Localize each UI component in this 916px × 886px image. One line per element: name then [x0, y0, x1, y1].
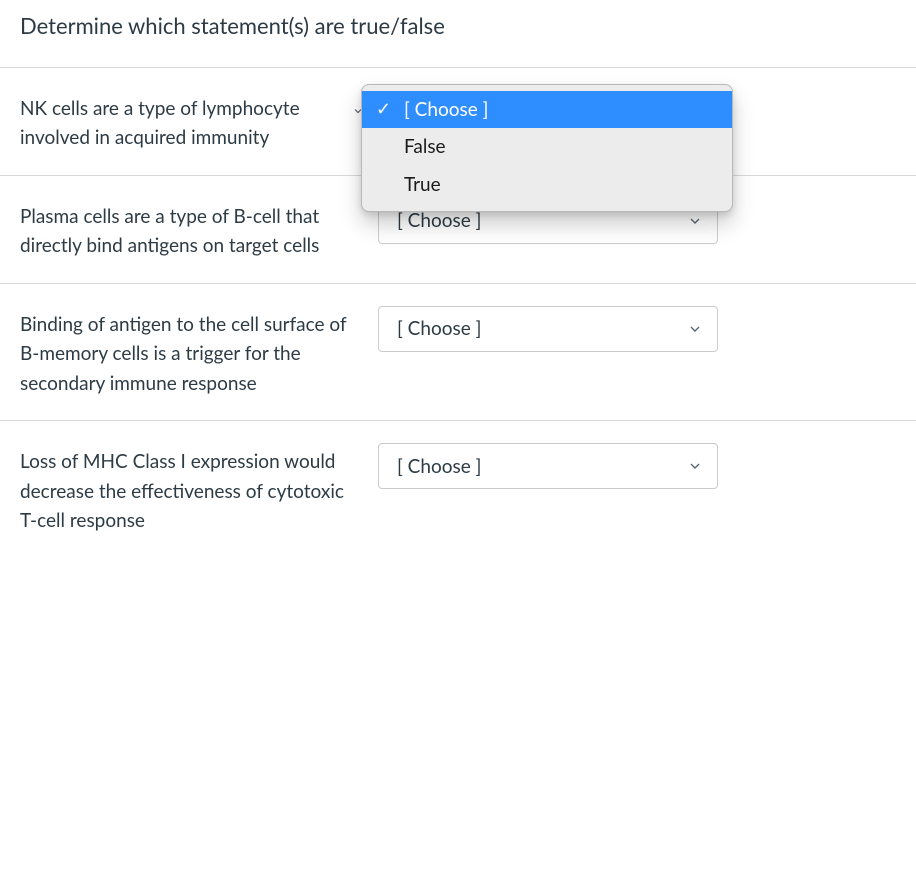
chevron-down-icon — [687, 213, 703, 229]
answer-select[interactable]: [ Choose ] — [378, 306, 718, 352]
dropdown-option-false[interactable]: False — [362, 128, 732, 165]
statement-text: NK cells are a type of lymphocyte involv… — [20, 90, 360, 153]
select-wrap: [ Choose ] — [378, 443, 718, 489]
statement-text: Binding of antigen to the cell surface o… — [20, 306, 360, 398]
question-row: NK cells are a type of lymphocyte involv… — [0, 68, 916, 175]
chevron-down-icon — [687, 458, 703, 474]
select-value: [ Choose ] — [397, 209, 481, 232]
dropdown-menu: [ Choose ] False True — [361, 84, 733, 212]
statement-text: Plasma cells are a type of B-cell that d… — [20, 198, 360, 261]
select-value: [ Choose ] — [397, 317, 481, 340]
answer-select[interactable]: [ Choose ] — [378, 443, 718, 489]
statement-text: Loss of MHC Class I expression would dec… — [20, 443, 360, 535]
question-title: Determine which statement(s) are true/fa… — [0, 0, 916, 67]
dropdown-option-choose[interactable]: [ Choose ] — [362, 91, 732, 128]
select-wrap: [ Choose ] — [378, 306, 718, 352]
select-value: [ Choose ] — [397, 455, 481, 478]
question-row: Loss of MHC Class I expression would dec… — [0, 421, 916, 557]
chevron-down-icon — [687, 321, 703, 337]
dropdown-option-true[interactable]: True — [362, 166, 732, 203]
question-row: Binding of antigen to the cell surface o… — [0, 284, 916, 420]
